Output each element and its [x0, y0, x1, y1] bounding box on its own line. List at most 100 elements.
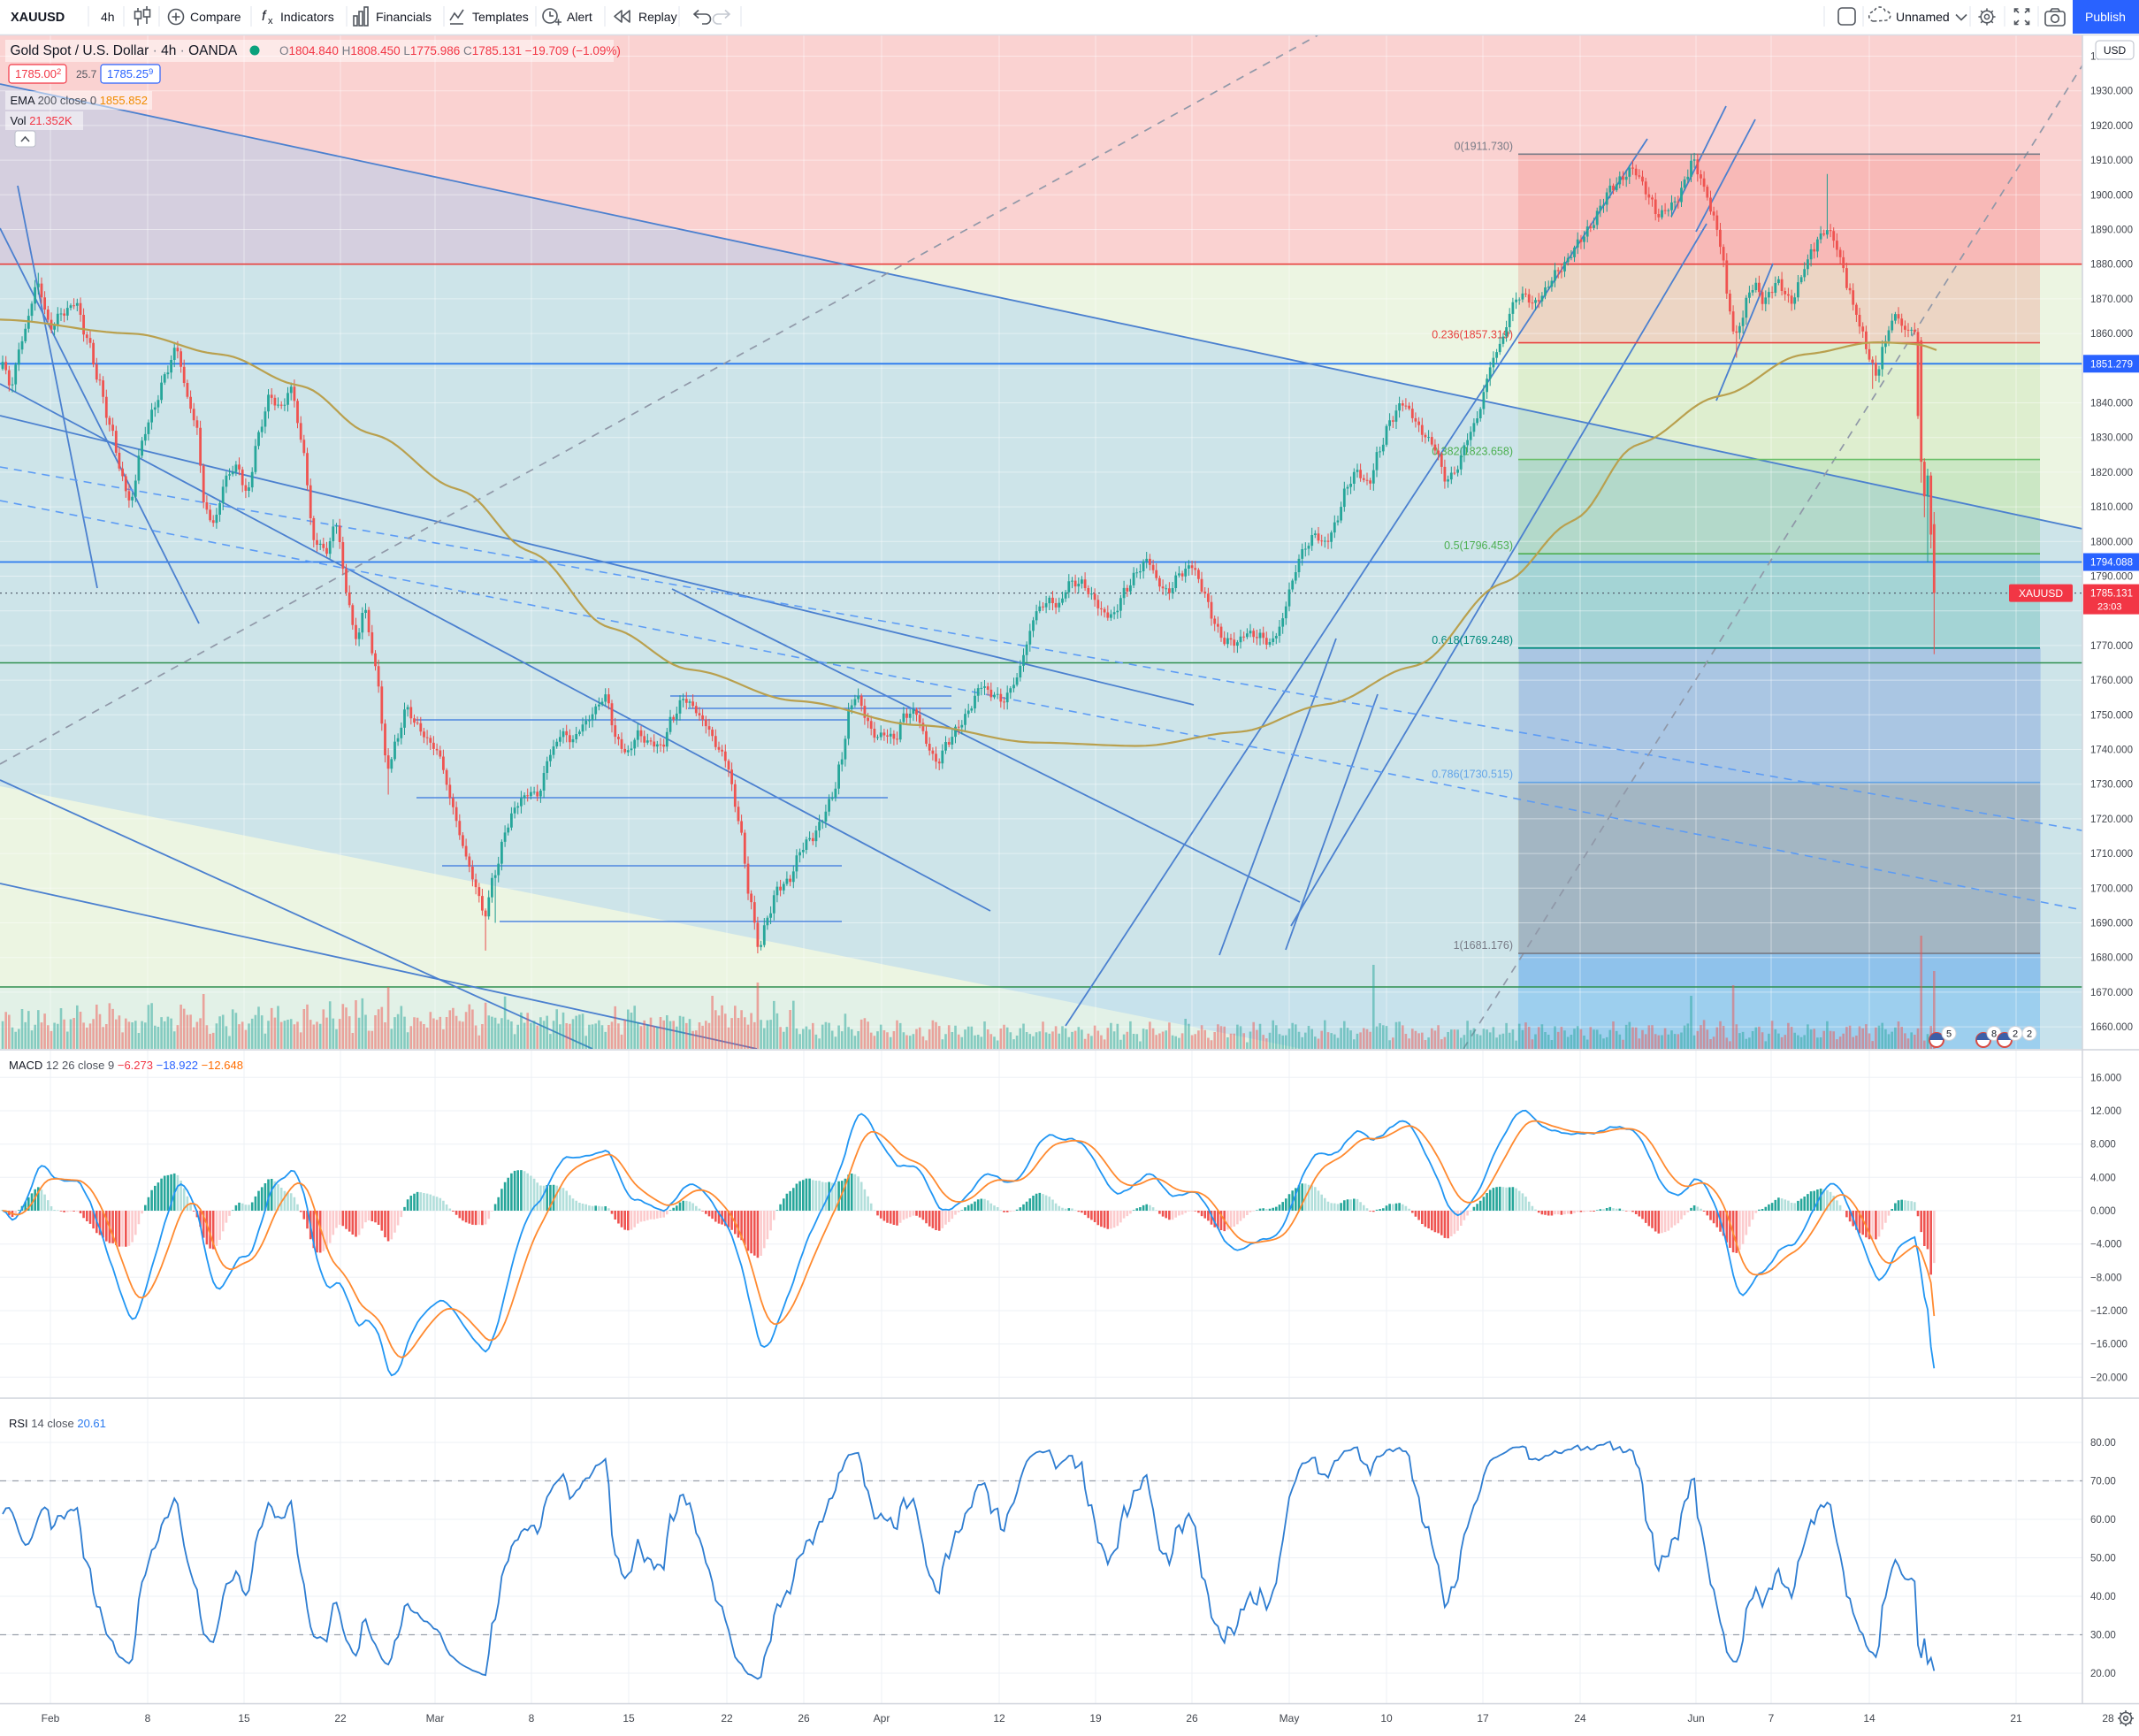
svg-text:Financials: Financials: [376, 10, 432, 24]
svg-text:1794.088: 1794.088: [2090, 558, 2133, 569]
svg-text:12: 12: [993, 1712, 1005, 1725]
svg-text:Vol 21.352K: Vol 21.352K: [11, 114, 73, 127]
svg-text:MACD 12 26 close 9 −6.273 −18: MACD 12 26 close 9 −6.273 −18.922 −12.64…: [9, 1059, 243, 1072]
svg-text:Alert: Alert: [567, 10, 592, 24]
svg-text:1840.000: 1840.000: [2090, 399, 2133, 409]
svg-text:1860.000: 1860.000: [2090, 329, 2133, 340]
svg-text:1785.259: 1785.259: [107, 67, 153, 80]
svg-text:1930.000: 1930.000: [2090, 87, 2133, 97]
svg-text:Gold Spot / U.S. Dollar · 4h ·: Gold Spot / U.S. Dollar · 4h · OANDA: [11, 43, 238, 58]
svg-text:0(1911.730): 0(1911.730): [1455, 140, 1514, 152]
svg-text:−20.000: −20.000: [2090, 1373, 2128, 1383]
svg-text:7: 7: [1768, 1712, 1775, 1725]
svg-text:4h: 4h: [101, 10, 115, 24]
svg-text:1910.000: 1910.000: [2090, 156, 2133, 166]
svg-text:1760.000: 1760.000: [2090, 676, 2133, 686]
svg-text:1660.000: 1660.000: [2090, 1022, 2133, 1033]
svg-text:1870.000: 1870.000: [2090, 294, 2133, 305]
svg-text:5: 5: [1946, 1029, 1952, 1040]
svg-text:1670.000: 1670.000: [2090, 988, 2133, 998]
svg-text:30.00: 30.00: [2090, 1631, 2116, 1641]
svg-text:26: 26: [798, 1712, 810, 1725]
svg-text:1880.000: 1880.000: [2090, 260, 2133, 271]
svg-text:70.00: 70.00: [2090, 1477, 2116, 1487]
svg-text:10: 10: [1380, 1712, 1393, 1725]
svg-text:22: 22: [334, 1712, 347, 1725]
svg-text:May: May: [1280, 1712, 1300, 1725]
svg-text:24: 24: [1574, 1712, 1586, 1725]
svg-text:EMA 200 close 0 1855.852: EMA 200 close 0 1855.852: [11, 94, 148, 107]
svg-text:0.786(1730.515): 0.786(1730.515): [1432, 769, 1513, 781]
svg-text:8.000: 8.000: [2090, 1140, 2116, 1151]
svg-text:16.000: 16.000: [2090, 1073, 2121, 1083]
svg-text:Unnamed: Unnamed: [1896, 10, 1950, 24]
svg-text:1720.000: 1720.000: [2090, 814, 2133, 825]
svg-text:4.000: 4.000: [2090, 1173, 2116, 1183]
svg-text:f: f: [262, 9, 267, 24]
svg-text:1690.000: 1690.000: [2090, 919, 2133, 929]
svg-text:22: 22: [721, 1712, 733, 1725]
svg-text:Compare: Compare: [190, 10, 241, 24]
svg-text:1710.000: 1710.000: [2090, 849, 2133, 860]
svg-text:1700.000: 1700.000: [2090, 883, 2133, 894]
svg-text:Publish: Publish: [2085, 10, 2126, 24]
svg-text:USD: USD: [2104, 44, 2127, 57]
svg-text:14: 14: [1863, 1712, 1875, 1725]
svg-text:28: 28: [2102, 1712, 2114, 1725]
svg-text:0.5(1796.453): 0.5(1796.453): [1444, 539, 1513, 552]
svg-text:0.382(1823.658): 0.382(1823.658): [1432, 446, 1513, 458]
svg-text:40.00: 40.00: [2090, 1592, 2116, 1602]
svg-text:1(1681.176): 1(1681.176): [1454, 939, 1513, 952]
svg-text:1790.000: 1790.000: [2090, 572, 2133, 583]
svg-text:XAUUSD: XAUUSD: [2019, 587, 2063, 600]
svg-text:1810.000: 1810.000: [2090, 502, 2133, 513]
svg-text:O1804.840 H1808.450 L1775.986: O1804.840 H1808.450 L1775.986 C1785.131 …: [279, 44, 621, 57]
svg-text:15: 15: [238, 1712, 250, 1725]
svg-text:8: 8: [145, 1712, 151, 1725]
svg-text:8: 8: [529, 1712, 535, 1725]
svg-text:0.236(1857.319): 0.236(1857.319): [1432, 329, 1513, 341]
svg-text:0.000: 0.000: [2090, 1206, 2116, 1217]
svg-text:20.00: 20.00: [2090, 1669, 2116, 1679]
svg-text:23:03: 23:03: [2097, 602, 2122, 613]
svg-text:−16.000: −16.000: [2090, 1340, 2128, 1350]
svg-text:−8.000: −8.000: [2090, 1273, 2122, 1283]
svg-text:1830.000: 1830.000: [2090, 433, 2133, 444]
svg-text:−4.000: −4.000: [2090, 1240, 2122, 1250]
svg-text:12.000: 12.000: [2090, 1106, 2121, 1117]
svg-text:Jun: Jun: [1687, 1712, 1704, 1725]
svg-text:Templates: Templates: [472, 10, 529, 24]
svg-text:8: 8: [1991, 1029, 1997, 1040]
svg-text:1680.000: 1680.000: [2090, 953, 2133, 964]
svg-text:1890.000: 1890.000: [2090, 226, 2133, 236]
svg-text:RSI 14 close 20.61: RSI 14 close 20.61: [9, 1417, 106, 1430]
svg-text:Apr: Apr: [874, 1712, 890, 1725]
svg-text:1920.000: 1920.000: [2090, 121, 2133, 132]
svg-text:1730.000: 1730.000: [2090, 780, 2133, 791]
svg-text:80.00: 80.00: [2090, 1438, 2116, 1449]
svg-text:1800.000: 1800.000: [2090, 537, 2133, 547]
svg-text:Feb: Feb: [42, 1712, 60, 1725]
svg-text:1900.000: 1900.000: [2090, 190, 2133, 201]
svg-text:15: 15: [623, 1712, 635, 1725]
svg-text:1785.131: 1785.131: [2090, 589, 2133, 600]
svg-text:Replay: Replay: [638, 10, 677, 24]
svg-text:1820.000: 1820.000: [2090, 468, 2133, 478]
svg-text:Mar: Mar: [426, 1712, 445, 1725]
svg-text:1740.000: 1740.000: [2090, 746, 2133, 756]
svg-text:1770.000: 1770.000: [2090, 641, 2133, 652]
svg-text:−12.000: −12.000: [2090, 1306, 2128, 1317]
svg-text:1851.279: 1851.279: [2090, 359, 2133, 370]
svg-text:1750.000: 1750.000: [2090, 710, 2133, 721]
svg-text:19: 19: [1089, 1712, 1102, 1725]
svg-text:26: 26: [1186, 1712, 1198, 1725]
svg-text:50.00: 50.00: [2090, 1554, 2116, 1564]
svg-text:2: 2: [2027, 1029, 2032, 1040]
svg-text:2: 2: [2013, 1029, 2018, 1040]
svg-text:21: 21: [2010, 1712, 2022, 1725]
svg-text:1785.002: 1785.002: [15, 67, 61, 80]
svg-text:XAUUSD: XAUUSD: [11, 11, 65, 25]
svg-text:0.618(1769.248): 0.618(1769.248): [1432, 634, 1513, 646]
svg-text:25.7: 25.7: [76, 68, 97, 80]
svg-text:60.00: 60.00: [2090, 1515, 2116, 1526]
